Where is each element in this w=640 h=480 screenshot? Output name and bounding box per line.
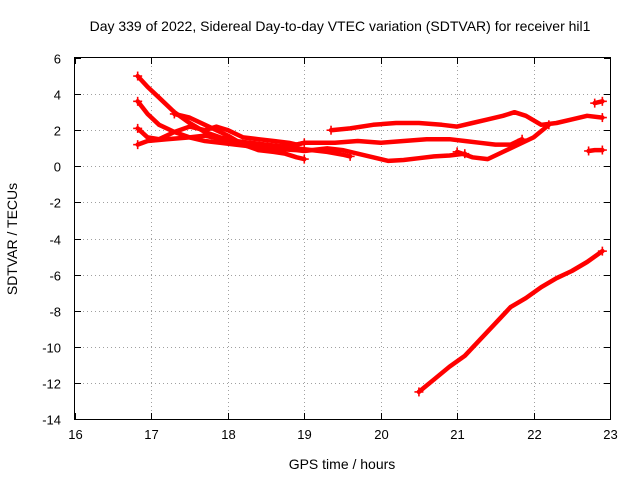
y-tick-label: -12 [42, 377, 61, 392]
data-point-track-c-start [133, 140, 143, 150]
series-line-track-c [135, 133, 525, 149]
series-line-track-d [135, 124, 307, 147]
series-line-track-j [416, 248, 605, 395]
y-tick-label: 2 [54, 124, 61, 139]
x-tick-label: 16 [68, 427, 82, 442]
data-point-track-h-end [597, 145, 607, 155]
data-point-track-i-start [590, 98, 600, 108]
axis-ticks: 16 17 18 19 20 21 22 23 -14 -12 -10 -8 -6 -4 -2 0 2 4 6 [42, 52, 618, 443]
x-axis-label: GPS time / hours [289, 456, 396, 472]
data-point-track-h-start [584, 146, 594, 156]
y-tick-label: -2 [49, 196, 61, 211]
data-point-track-g-start [452, 147, 462, 157]
grid [75, 58, 610, 419]
y-tick-label: 4 [54, 88, 61, 103]
x-tick-label: 21 [450, 427, 464, 442]
y-axis-label: SDTVAR / TECUs [4, 183, 20, 295]
data-point-track-f-end [597, 113, 607, 123]
series-line-track-b [135, 99, 468, 164]
data-point-track-e-start [169, 109, 179, 119]
data-point-track-j-start [414, 387, 424, 397]
x-tick-label: 20 [374, 427, 388, 442]
y-tick-label: -4 [49, 233, 61, 248]
series-line-track-g [454, 122, 552, 162]
data-point-track-d-end [299, 138, 309, 148]
y-tick-label: 0 [54, 160, 61, 175]
data-point-track-i-end [597, 96, 607, 106]
x-tick-label: 23 [603, 427, 617, 442]
data-point-track-j-end [597, 246, 607, 256]
data-point-track-d-start [133, 123, 143, 133]
data-point-track-f-start [326, 125, 336, 135]
y-tick-label: -6 [49, 269, 61, 284]
data-point-track-a-start [133, 71, 143, 81]
series-line-track-f [328, 109, 605, 133]
series-line-track-e [172, 111, 307, 162]
x-tick-label: 17 [144, 427, 158, 442]
data-series [133, 71, 607, 397]
y-tick-label: -10 [42, 341, 61, 356]
y-tick-label: 6 [54, 52, 61, 67]
data-point-track-e-end [299, 154, 309, 164]
y-tick-label: -8 [49, 305, 61, 320]
x-tick-label: 18 [221, 427, 235, 442]
chart-title: Day 339 of 2022, Sidereal Day-to-day VTE… [90, 18, 591, 34]
x-tick-label: 19 [297, 427, 311, 442]
y-tick-label: -14 [42, 413, 61, 428]
x-tick-label: 22 [527, 427, 541, 442]
plot-frame [74, 57, 611, 420]
data-point-track-g-end [544, 120, 554, 130]
data-point-track-b-start [133, 96, 143, 106]
